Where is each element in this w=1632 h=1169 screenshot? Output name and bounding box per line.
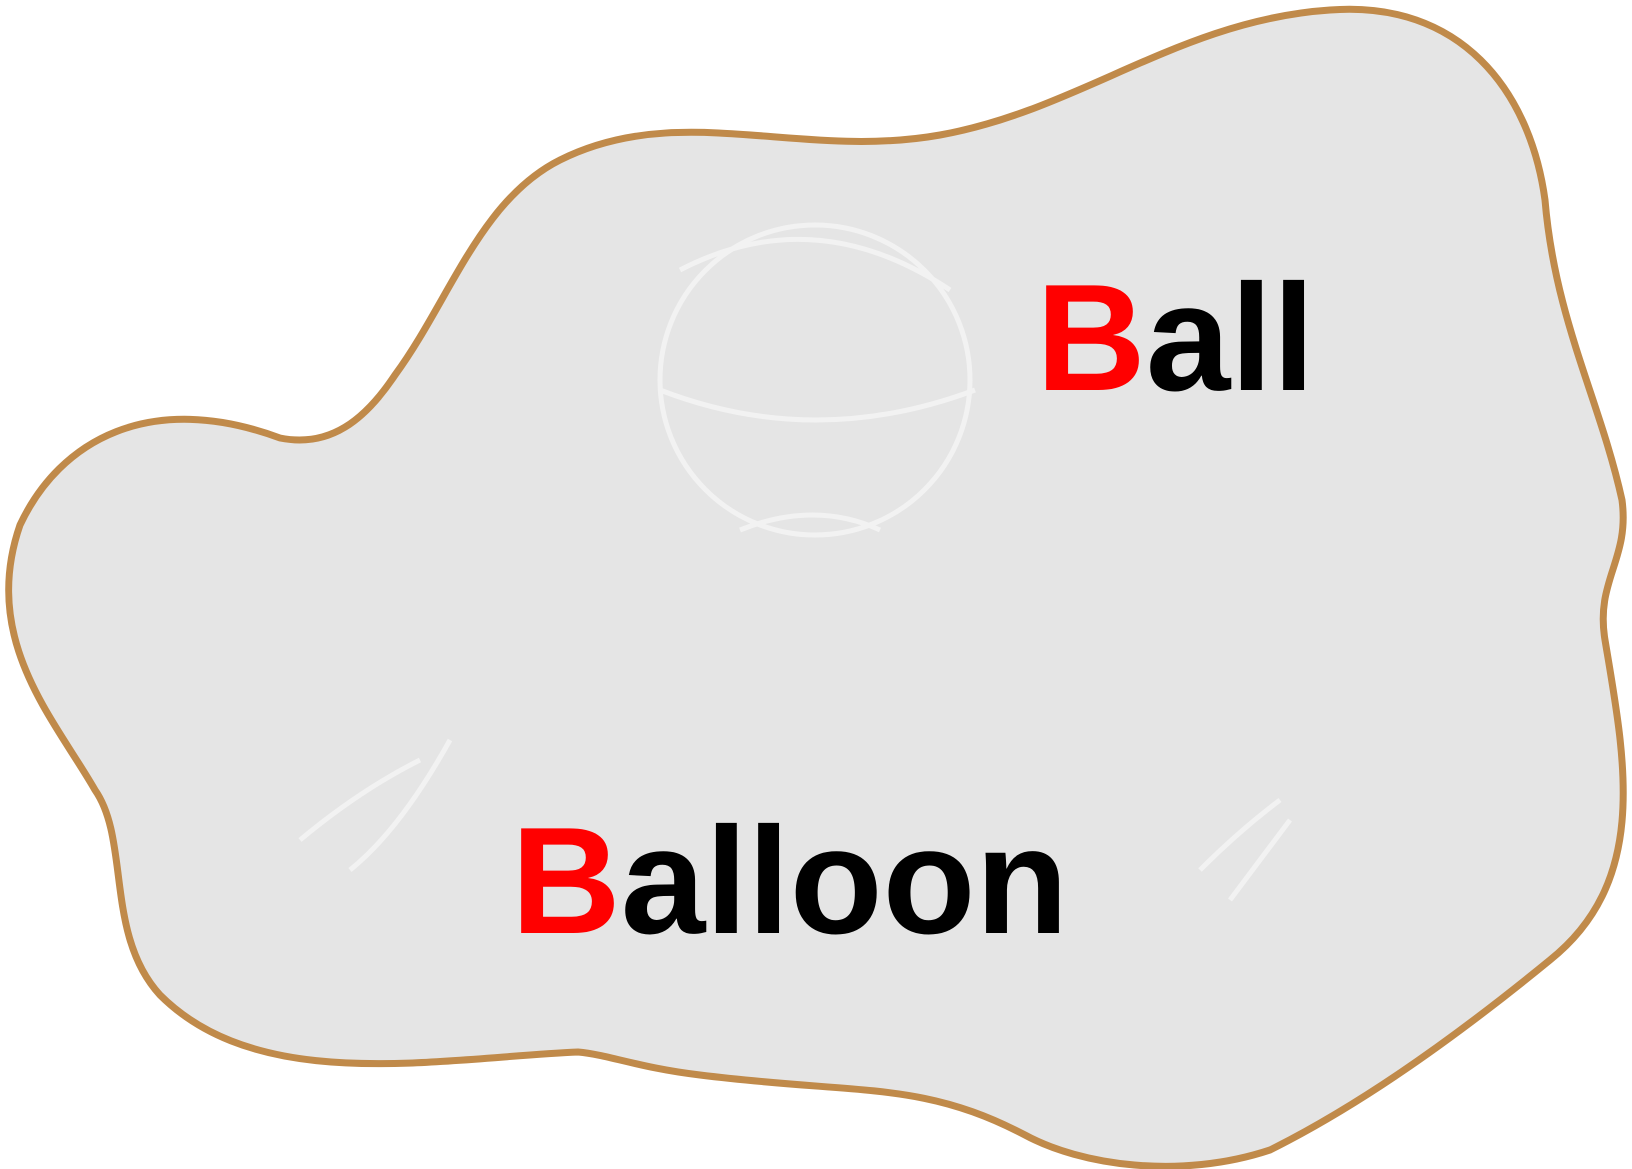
word-ball: Ball	[1036, 262, 1315, 414]
balloon-icon	[298, 738, 1292, 902]
word-balloon-initial: B	[511, 796, 621, 966]
word-balloon: Balloon	[511, 805, 1068, 957]
word-ball-rest: all	[1145, 253, 1315, 423]
ball-icon	[657, 222, 976, 538]
word-balloon-rest: alloon	[620, 796, 1069, 966]
blob-shape	[5, 5, 1627, 1169]
word-ball-initial: B	[1036, 253, 1146, 423]
